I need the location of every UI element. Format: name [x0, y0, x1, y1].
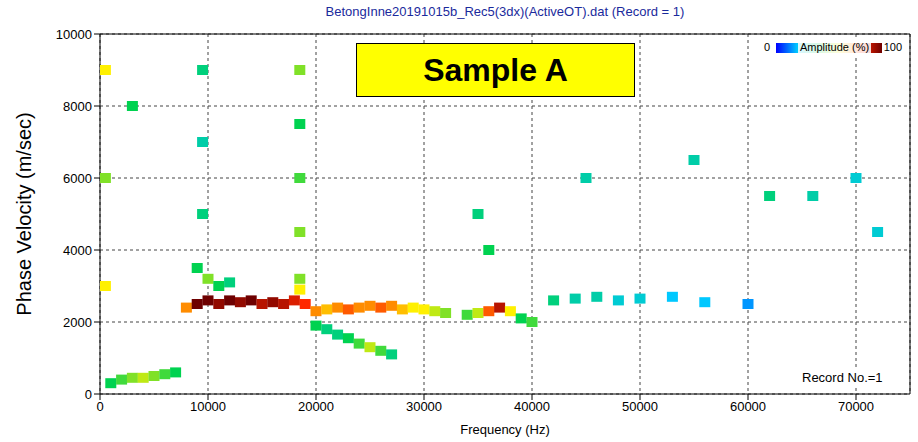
- html-text:Record No.=1: Record No.=1: [802, 370, 883, 385]
- svg-text:0: 0: [85, 387, 92, 402]
- svg-text:70000: 70000: [838, 399, 874, 414]
- html-text:Sample A: Sample A: [423, 51, 568, 88]
- svg-text:Frequency (Hz): Frequency (Hz): [460, 422, 550, 437]
- svg-text:0: 0: [96, 399, 103, 414]
- svg-text:2000: 2000: [63, 315, 92, 330]
- svg-text:10000: 10000: [56, 27, 92, 42]
- svg-text:4000: 4000: [63, 243, 92, 258]
- html-text:100: 100: [883, 41, 902, 53]
- svg-text:20000: 20000: [298, 399, 334, 414]
- svg-text:Phase Velocity (m/sec): Phase Velocity (m/sec): [13, 112, 35, 315]
- svg-text:50000: 50000: [622, 399, 658, 414]
- html-text:Amplitude (%): Amplitude (%): [800, 41, 870, 53]
- svg-text:30000: 30000: [406, 399, 442, 414]
- html-text:BetongInne20191015b_Rec5(3dx)(: BetongInne20191015b_Rec5(3dx)(ActiveOT).…: [325, 4, 685, 19]
- svg-text:6000: 6000: [63, 171, 92, 186]
- svg-text:10000: 10000: [190, 399, 226, 414]
- svg-text:60000: 60000: [730, 399, 766, 414]
- svg-text:40000: 40000: [514, 399, 550, 414]
- svg-text:8000: 8000: [63, 99, 92, 114]
- html-text:0: 0: [764, 41, 771, 53]
